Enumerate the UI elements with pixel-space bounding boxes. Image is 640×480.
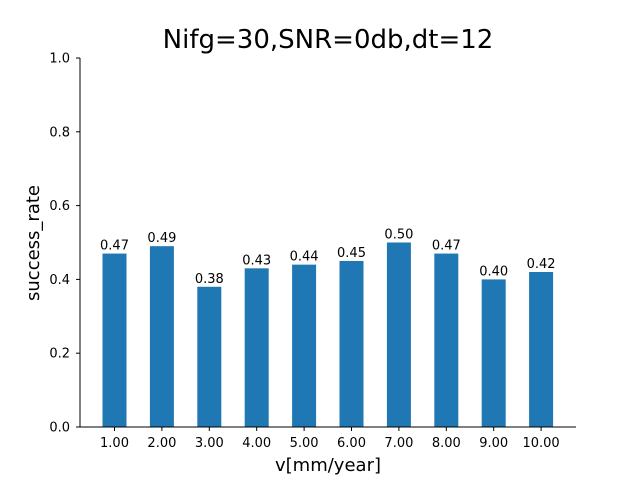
data-label-1: 0.47 [100,239,129,254]
bar-4 [244,268,269,427]
data-label-3: 0.38 [195,272,224,287]
y-tick-label-3: 0.4 [49,273,70,288]
y-tick-label-5: 0.8 [49,125,70,140]
data-label-10: 0.42 [527,257,556,272]
y-tick-label-6: 1.0 [49,52,70,67]
data-label-6: 0.45 [337,246,366,261]
x-tick-label-2: 2.00 [147,436,176,451]
x-tick-label-9: 9.00 [479,436,508,451]
x-tick-label-7: 7.00 [384,436,413,451]
bar-3 [197,286,222,427]
bar-2 [149,246,174,427]
data-labels-layer: 0.47 0.49 0.38 0.43 0.44 0.45 0.50 0.47 0.40 0.42 [100,228,556,287]
x-tick-label-3: 3.00 [195,436,224,451]
x-tick-label-4: 4.00 [242,436,271,451]
data-label-7: 0.50 [384,228,413,243]
x-tick-label-6: 6.00 [337,436,366,451]
y-axis-ticks: 0.0 0.2 0.4 0.6 0.8 1.0 [49,52,80,436]
y-axis-label: success_rate [23,185,44,301]
chart-title: Nifg=30,SNR=0db,dt=12 [163,25,494,55]
x-tick-label-5: 5.00 [290,436,319,451]
bars-layer [102,242,554,427]
bar-5 [292,264,317,427]
y-tick-label-2: 0.2 [49,347,70,362]
x-tick-label-1: 1.00 [100,436,129,451]
data-label-2: 0.49 [147,231,176,246]
bar-1 [102,253,127,427]
bar-7 [386,242,411,427]
bar-8 [434,253,459,427]
data-label-4: 0.43 [242,253,271,268]
bar-9 [481,279,506,427]
data-label-8: 0.47 [432,239,461,254]
bar-10 [529,272,554,427]
y-tick-label-4: 0.6 [49,199,70,214]
x-tick-label-8: 8.00 [432,436,461,451]
x-axis-label: v[mm/year] [275,455,381,476]
x-axis-ticks: 1.00 2.00 3.00 4.00 5.00 6.00 7.00 8.00 9.00 10.0… [100,427,560,451]
data-label-9: 0.40 [479,264,508,279]
y-tick-label-1: 0.0 [49,421,70,436]
bar-6 [339,260,364,427]
data-label-5: 0.44 [290,250,319,265]
x-tick-label-10: 10.00 [522,436,559,451]
